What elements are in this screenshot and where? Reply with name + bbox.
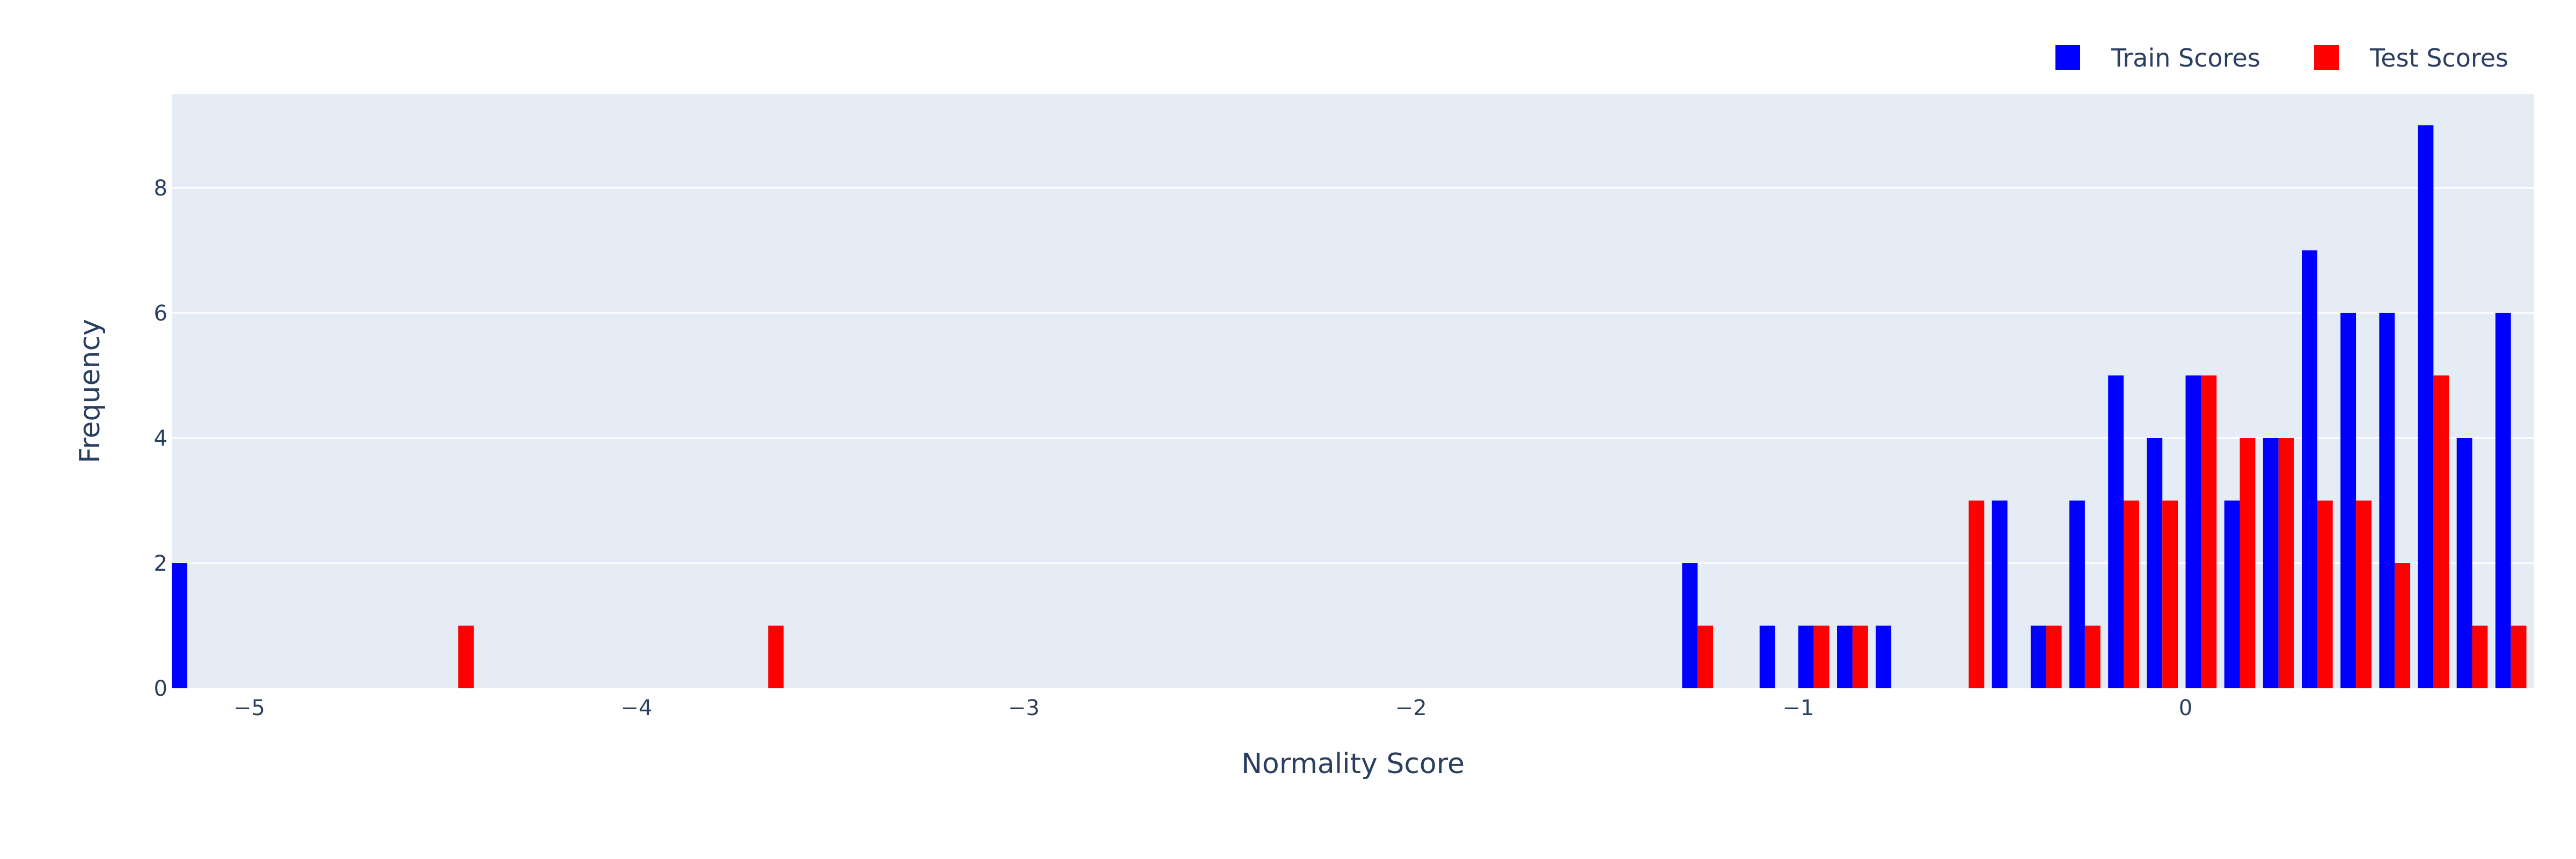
test-bar [2317,500,2333,688]
train-bar [1682,563,1698,688]
y-tick-label: 4 [154,426,167,451]
train-bar [2495,312,2511,688]
test-bar [1697,625,1714,688]
test-bar [2240,438,2256,688]
train-bar [1759,625,1775,688]
legend-swatch-train[interactable] [2055,45,2080,70]
train-bar [2302,250,2317,688]
train-bar [1837,625,1853,688]
test-bar [768,625,784,688]
test-bar [2124,500,2139,688]
test-bar [2162,500,2178,688]
test-bar [458,625,474,688]
gridlines [172,187,2534,564]
test-bar [2201,375,2217,688]
test-bar [2356,500,2372,688]
test-bar [2511,625,2527,688]
x-tick-label: −5 [233,696,265,720]
x-tick-label: −1 [1782,696,1814,720]
legend-swatch-test[interactable] [2314,45,2339,70]
test-bar [2472,625,2488,688]
legend-label-train[interactable]: Train Scores [2111,43,2260,72]
y-tick-label: 0 [154,676,167,701]
train-bar [2185,375,2201,688]
legend-label-test[interactable]: Test Scores [2369,43,2508,72]
test-bar [2046,625,2062,688]
test-bar [1813,625,1829,688]
test-bar [2278,438,2294,688]
train-bar [2456,438,2472,688]
train-bar [1798,625,1814,688]
train-bar [172,563,187,688]
x-axis-ticks: −5 −4 −3 −2 −1 0 [233,696,2192,720]
x-axis-title: Normality Score [1241,748,1465,780]
test-bar [1968,500,1985,688]
test-bar [2433,375,2449,688]
test-bar [2084,625,2101,688]
train-bar [2263,438,2279,688]
x-tick-label: −3 [1008,696,1040,720]
test-bar [1852,625,1868,688]
x-tick-label: 0 [2179,696,2192,720]
x-tick-label: −2 [1395,696,1427,720]
y-axis-ticks: 0 2 4 6 8 [154,176,167,701]
train-bar [2147,438,2163,688]
train-bar [2418,125,2434,688]
train-bar [2224,500,2240,688]
y-tick-label: 8 [154,176,167,201]
x-tick-label: −4 [620,696,652,720]
train-bar [1992,500,2008,688]
train-bar [2108,375,2124,688]
plot-area [172,94,2534,688]
y-tick-label: 2 [154,551,167,576]
train-bar [2069,500,2085,688]
y-tick-label: 6 [154,301,167,326]
train-bar [2030,625,2046,688]
legend[interactable]: Train Scores Test Scores [2055,43,2508,72]
bars [172,125,2527,688]
y-axis-title: Frequency [74,319,106,463]
test-bar [2395,563,2411,688]
train-bar [2379,312,2395,688]
train-bar [1876,625,1892,688]
train-bar [2340,312,2357,688]
